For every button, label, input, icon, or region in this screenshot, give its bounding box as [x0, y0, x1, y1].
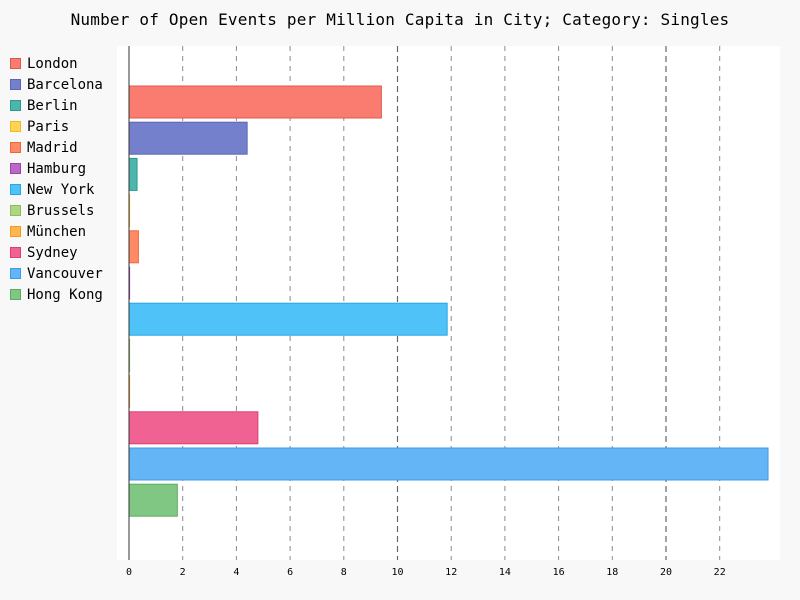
legend-label: Sydney — [27, 244, 78, 261]
bar-sydney — [128, 411, 259, 445]
legend-swatch — [10, 268, 21, 279]
legend-swatch — [10, 226, 21, 237]
bar-barcelona — [128, 121, 248, 155]
legend-label: Madrid — [27, 139, 78, 156]
x-tick-label: 6 — [287, 567, 293, 578]
bar-new-york — [128, 302, 448, 336]
legend-swatch — [10, 79, 21, 90]
legend-swatch — [10, 58, 21, 69]
legend-swatch — [10, 100, 21, 111]
x-tick-label: 10 — [391, 567, 403, 578]
legend-swatch — [10, 121, 21, 132]
legend-item: Brussels — [10, 200, 120, 221]
legend-label: London — [27, 55, 78, 72]
bar-berlin — [128, 157, 138, 191]
legend-item: Madrid — [10, 137, 120, 158]
legend-item: München — [10, 221, 120, 242]
legend-label: Hong Kong — [27, 286, 103, 303]
legend-label: Paris — [27, 118, 70, 135]
chart-title: Number of Open Events per Million Capita… — [70, 10, 730, 29]
x-tick-label: 8 — [341, 567, 347, 578]
x-tick-label: 16 — [553, 567, 565, 578]
x-tick-label: 20 — [660, 567, 672, 578]
legend-item: New York — [10, 179, 120, 200]
bar-london — [128, 85, 382, 119]
legend-swatch — [10, 142, 21, 153]
x-tick-label: 22 — [714, 567, 726, 578]
legend-item: Hong Kong — [10, 284, 120, 305]
legend-swatch — [10, 247, 21, 258]
legend-label: New York — [27, 181, 95, 198]
x-tick-label: 12 — [445, 567, 457, 578]
legend-item: Barcelona — [10, 74, 120, 95]
legend-label: Barcelona — [27, 76, 103, 93]
legend-label: Vancouver — [27, 265, 103, 282]
legend: London Barcelona Berlin Paris Madrid Hamburg N… — [10, 53, 120, 305]
legend-swatch — [10, 205, 21, 216]
legend-item: Sydney — [10, 242, 120, 263]
legend-item: Hamburg — [10, 158, 120, 179]
legend-swatch — [10, 289, 21, 300]
legend-swatch — [10, 184, 21, 195]
legend-label: München — [27, 223, 87, 240]
legend-label: Berlin — [27, 97, 78, 114]
legend-item: Berlin — [10, 95, 120, 116]
bar-madrid — [128, 230, 139, 264]
x-tick-label: 2 — [180, 567, 186, 578]
bar-vancouver — [128, 447, 769, 481]
x-tick-label: 0 — [126, 567, 132, 578]
x-tick-label: 14 — [499, 567, 511, 578]
legend-label: Brussels — [27, 202, 95, 219]
legend-swatch — [10, 163, 21, 174]
legend-item: Vancouver — [10, 263, 120, 284]
legend-item: Paris — [10, 116, 120, 137]
legend-label: Hamburg — [27, 160, 87, 177]
x-tick-label: 4 — [233, 567, 239, 578]
legend-item: London — [10, 53, 120, 74]
x-tick-label: 18 — [606, 567, 618, 578]
bar-hong-kong — [128, 483, 178, 517]
